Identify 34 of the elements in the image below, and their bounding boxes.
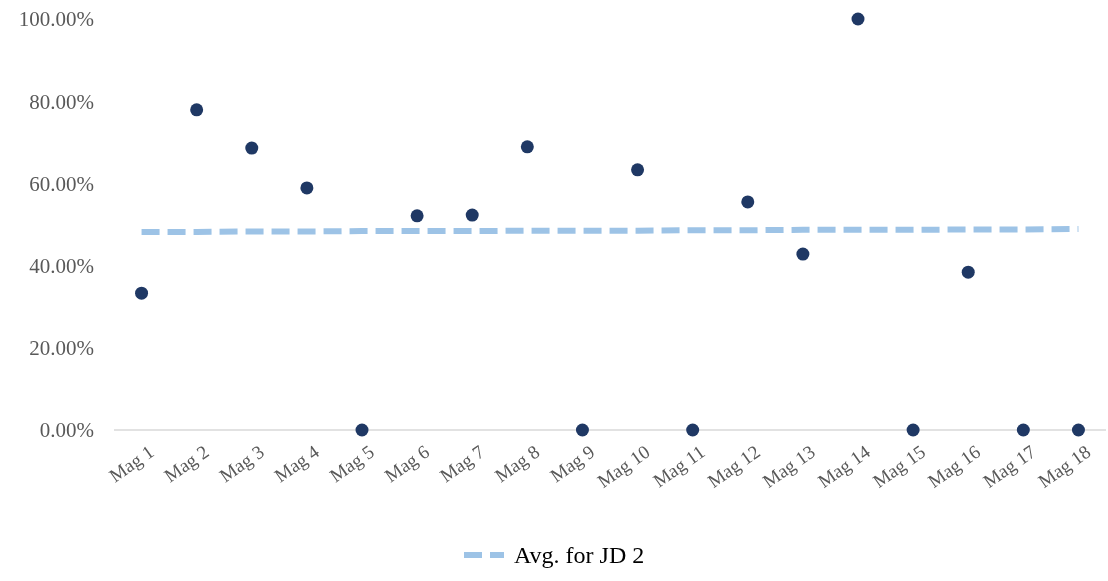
x-tick-label: Mag 4: [270, 440, 324, 487]
point: [796, 247, 810, 261]
point: [686, 423, 700, 437]
point: [355, 423, 369, 437]
point: [1016, 423, 1030, 437]
x-tick-label: Mag 2: [160, 440, 213, 487]
point: [906, 423, 920, 437]
x-tick-label: Mag 18: [1034, 440, 1095, 492]
y-tick-label: 40.00%: [29, 253, 94, 278]
point: [1071, 423, 1085, 437]
point: [300, 181, 314, 195]
point: [851, 12, 865, 26]
point: [631, 163, 645, 177]
x-tick-label: Mag 5: [325, 440, 378, 487]
x-tick-label: Mag 3: [215, 440, 268, 487]
y-tick-label: 20.00%: [29, 336, 94, 361]
y-tick-label: 0.00%: [39, 418, 94, 443]
point: [410, 209, 424, 223]
point: [190, 103, 204, 117]
point: [575, 423, 589, 437]
x-tick-label: Mag 8: [491, 440, 544, 487]
point: [245, 141, 259, 155]
y-tick-label: 60.00%: [29, 171, 94, 196]
point: [741, 195, 755, 209]
point: [520, 140, 534, 154]
x-tick-label: Mag 7: [435, 440, 489, 487]
legend-label: Avg. for JD 2: [514, 542, 645, 568]
point: [465, 208, 479, 222]
point: [961, 265, 975, 279]
y-tick-label: 100.00%: [18, 7, 94, 32]
x-tick-label: Mag 6: [380, 440, 434, 487]
x-tick-label: Mag 1: [105, 440, 158, 487]
point: [135, 286, 149, 300]
y-tick-label: 80.00%: [29, 89, 94, 114]
